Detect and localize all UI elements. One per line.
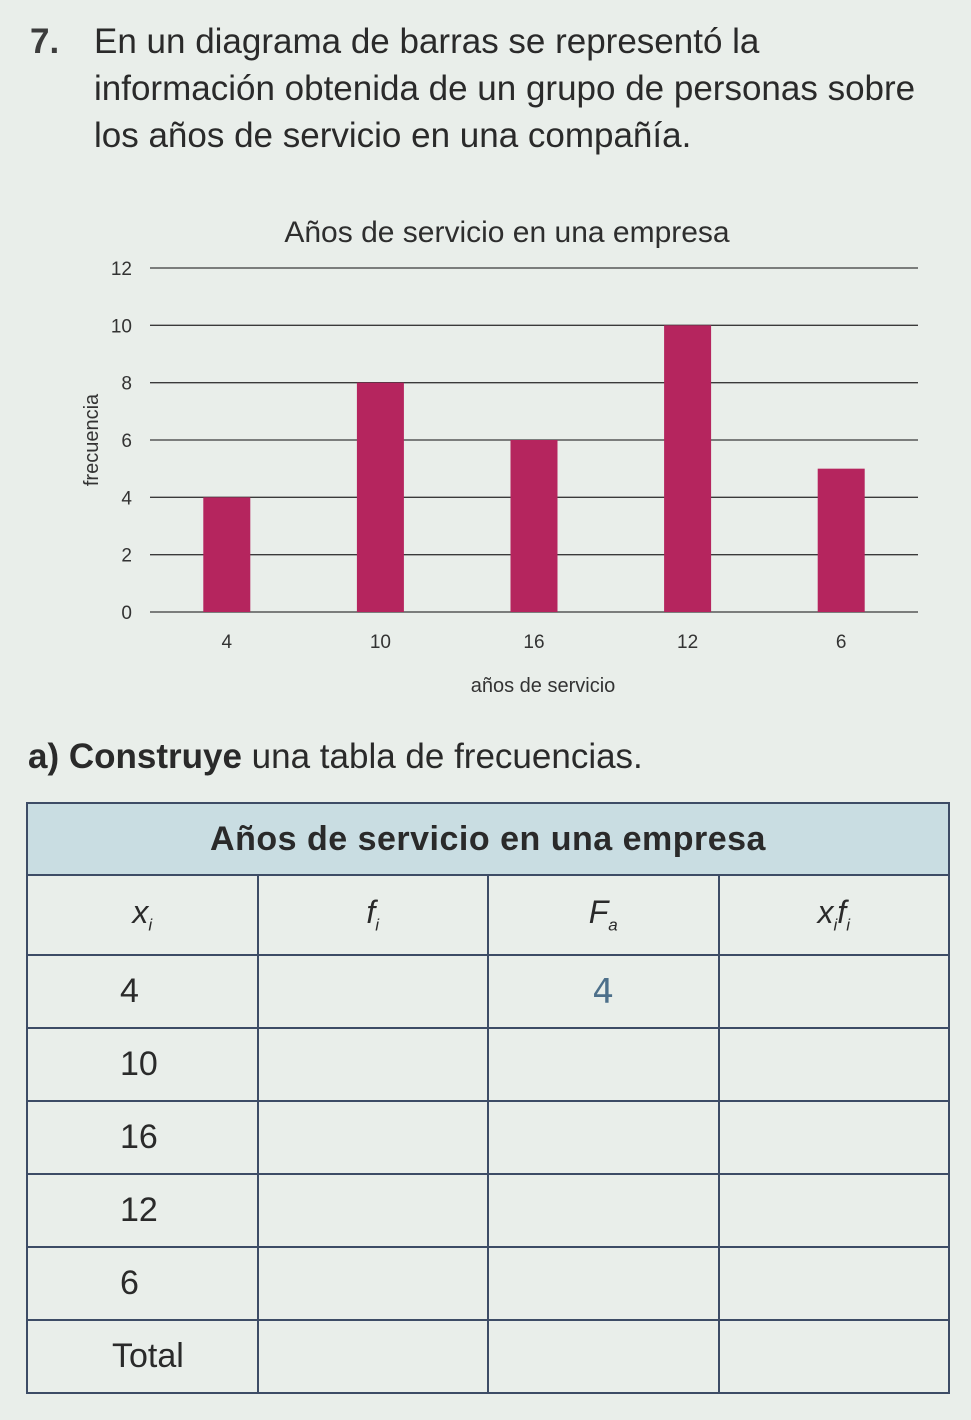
bar-16 [510, 440, 558, 612]
bar-chart: Años de servicio en una empresa 0 2 4 6 8 10 1… [0, 190, 971, 710]
problem-statement: 7. En un diagrama de barras se represent… [30, 18, 950, 159]
table-row: 10 [26, 1027, 950, 1102]
cell-fa-total[interactable] [487, 1319, 720, 1394]
cell-xi: 6 [26, 1246, 259, 1321]
subquestion-letter: a) [28, 737, 60, 776]
cell-xifi[interactable] [717, 954, 950, 1029]
x-tick-label: 12 [677, 632, 698, 653]
x-tick-label: 10 [370, 632, 391, 653]
bar-10 [356, 382, 404, 612]
table-row-total: Total [26, 1319, 950, 1394]
bar-12 [664, 325, 712, 612]
y-tick-label: 4 [121, 488, 132, 509]
cell-xifi[interactable] [717, 1027, 950, 1102]
cell-fi[interactable] [256, 954, 489, 1029]
subquestion-a: a) Construye una tabla de frecuencias. [28, 735, 643, 779]
cell-xi: 10 [26, 1027, 259, 1102]
cell-fa[interactable] [487, 1100, 720, 1175]
cell-xifi-total[interactable] [717, 1319, 950, 1394]
header-fa: Fa [487, 874, 720, 956]
x-tick-label: 16 [523, 632, 544, 653]
frequency-table: Años de servicio en una empresa xi fi Fa… [26, 802, 950, 1394]
cell-total-label: Total [26, 1319, 259, 1394]
problem-number: 7. [30, 22, 60, 61]
header-xifi: xifi [717, 874, 950, 956]
cell-fa[interactable] [487, 1246, 720, 1321]
cell-xi: 4 [26, 954, 259, 1029]
header-xi: xi [26, 874, 259, 956]
cell-xi: 16 [26, 1100, 259, 1175]
cell-xifi[interactable] [717, 1246, 950, 1321]
header-fi: fi [256, 874, 489, 956]
cell-fa[interactable] [487, 1027, 720, 1102]
y-tick-label: 6 [121, 431, 132, 452]
cell-xi: 12 [26, 1173, 259, 1248]
chart-title: Años de servicio en una empresa [284, 216, 730, 249]
cell-fa[interactable]: 4 [487, 954, 720, 1029]
cell-fi[interactable] [256, 1027, 489, 1102]
bar-chart-svg: Años de servicio en una empresa 0 2 4 6 8 10 1… [81, 216, 918, 697]
y-axis-label: frecuencia [81, 393, 103, 486]
cell-xifi[interactable] [717, 1100, 950, 1175]
x-tick-label: 4 [222, 632, 233, 653]
table-row: 4 4 [26, 954, 950, 1029]
table-title: Años de servicio en una empresa [26, 802, 950, 876]
bar-4 [203, 497, 251, 612]
cell-fi[interactable] [256, 1173, 489, 1248]
x-axis-label: años de servicio [471, 675, 616, 697]
x-tick-label: 6 [836, 632, 847, 653]
table-row: 6 [26, 1246, 950, 1321]
subquestion-verb: Construye [68, 737, 242, 776]
table-row: 12 [26, 1173, 950, 1248]
y-tick-label: 2 [121, 546, 132, 567]
bar-6 [817, 468, 865, 612]
table-row: 16 [26, 1100, 950, 1175]
y-tick-label: 0 [121, 603, 132, 624]
y-tick-label: 12 [111, 259, 132, 280]
problem-text: En un diagrama de barras se representó l… [94, 22, 916, 155]
cell-fa[interactable] [487, 1173, 720, 1248]
cell-xifi[interactable] [717, 1173, 950, 1248]
cell-fi-total[interactable] [256, 1319, 489, 1394]
cell-fi[interactable] [256, 1246, 489, 1321]
y-tick-label: 10 [111, 316, 132, 337]
cell-fi[interactable] [256, 1100, 489, 1175]
subquestion-rest: una tabla de frecuencias. [241, 737, 643, 776]
y-tick-label: 8 [121, 374, 132, 395]
